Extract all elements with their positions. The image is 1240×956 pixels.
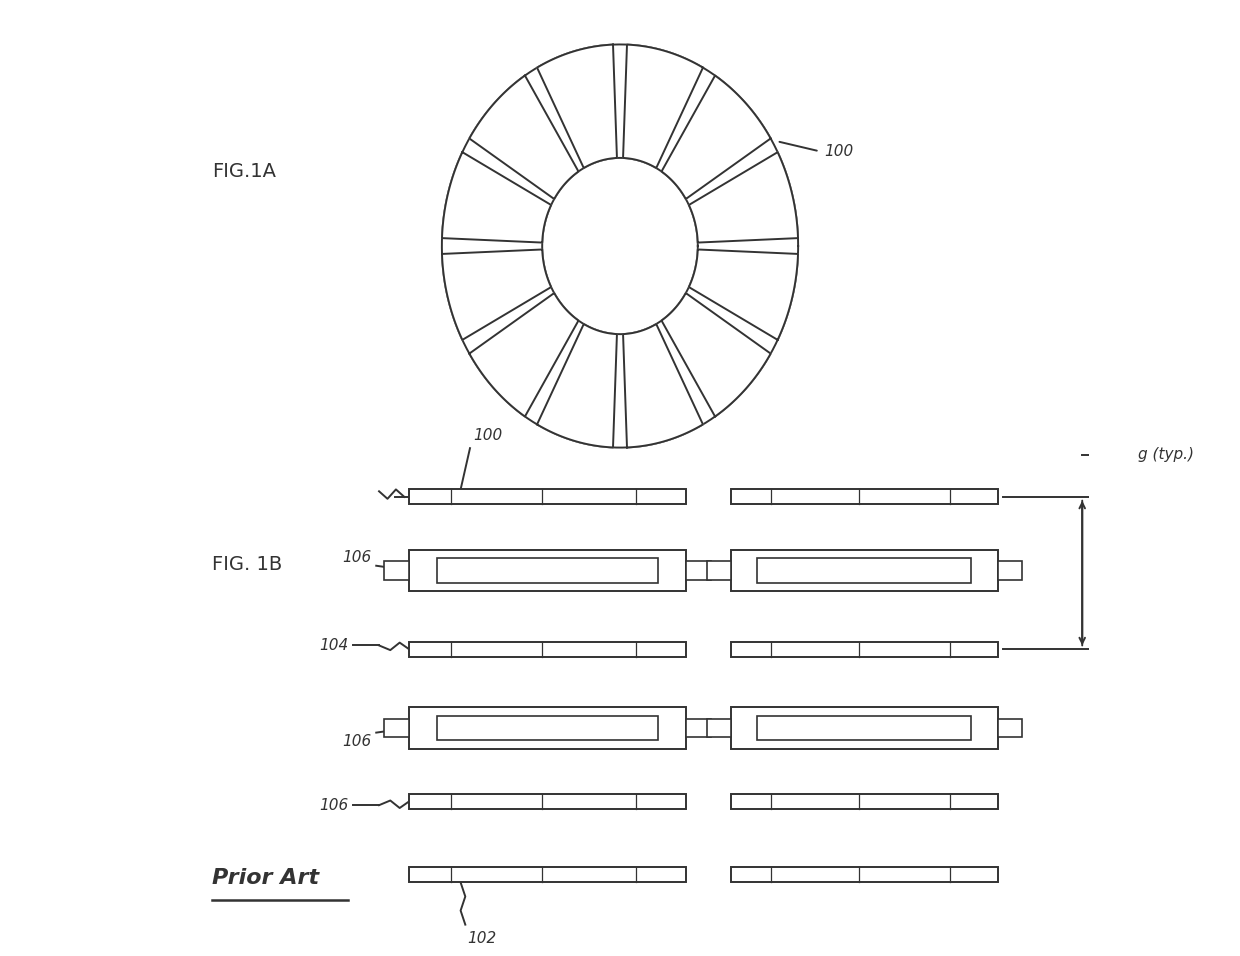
- Polygon shape: [661, 76, 770, 199]
- Bar: [409, 867, 686, 882]
- Bar: [730, 793, 998, 809]
- Polygon shape: [470, 76, 579, 199]
- Polygon shape: [622, 45, 703, 168]
- Polygon shape: [689, 250, 799, 340]
- Bar: [730, 707, 998, 749]
- Bar: [758, 558, 971, 583]
- Bar: [730, 867, 998, 882]
- Bar: [730, 641, 998, 657]
- Text: 100: 100: [472, 427, 502, 443]
- Bar: [384, 561, 409, 579]
- Bar: [730, 550, 998, 591]
- Polygon shape: [689, 152, 799, 243]
- Bar: [436, 558, 658, 583]
- Text: 104: 104: [319, 638, 348, 653]
- Polygon shape: [441, 152, 551, 243]
- Bar: [758, 715, 971, 740]
- Polygon shape: [537, 324, 618, 447]
- Bar: [707, 719, 730, 737]
- Bar: [409, 550, 686, 591]
- Bar: [998, 719, 1022, 737]
- Bar: [436, 715, 658, 740]
- Text: 102: 102: [467, 931, 496, 946]
- Bar: [384, 719, 409, 737]
- Text: FIG.1A: FIG.1A: [212, 162, 277, 181]
- Bar: [707, 561, 730, 579]
- Bar: [686, 719, 711, 737]
- Text: FIG. 1B: FIG. 1B: [212, 555, 283, 575]
- Bar: [409, 489, 686, 505]
- Polygon shape: [441, 250, 551, 340]
- Text: 106: 106: [342, 733, 372, 749]
- Text: g (typ.): g (typ.): [1137, 447, 1194, 462]
- Text: 106: 106: [342, 550, 372, 565]
- Text: 106: 106: [319, 797, 348, 813]
- Bar: [409, 641, 686, 657]
- Bar: [998, 561, 1022, 579]
- Bar: [686, 561, 711, 579]
- Bar: [409, 793, 686, 809]
- Polygon shape: [622, 324, 703, 447]
- Text: 100: 100: [825, 143, 853, 159]
- Bar: [409, 707, 686, 749]
- Bar: [730, 489, 998, 505]
- Text: Prior Art: Prior Art: [212, 867, 319, 887]
- Polygon shape: [470, 293, 579, 417]
- Polygon shape: [661, 293, 770, 417]
- Polygon shape: [537, 45, 618, 168]
